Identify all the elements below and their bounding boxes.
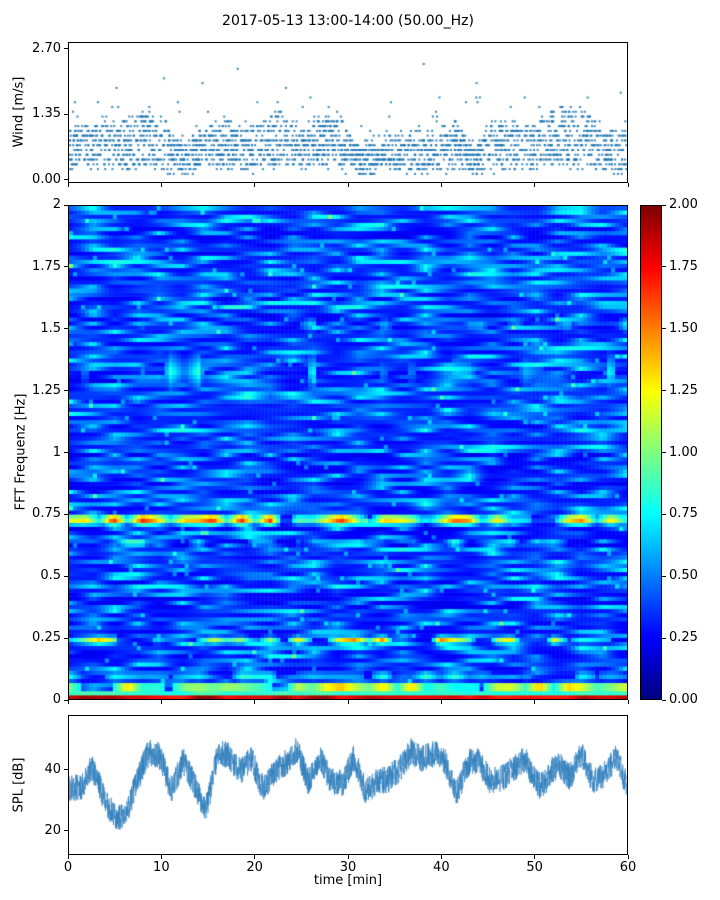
spl-y-tick-label: 20 bbox=[44, 822, 61, 838]
wind-y-tick-label: 2.70 bbox=[32, 40, 61, 56]
spl-y-axis-label: SPL [dB] bbox=[11, 757, 27, 813]
colorbar-tick-label: 1.75 bbox=[669, 258, 698, 274]
tick-mark bbox=[662, 637, 666, 639]
spectrogram-y-tick-label: 0.75 bbox=[32, 506, 61, 522]
tick-mark bbox=[160, 183, 162, 187]
colorbar bbox=[640, 205, 662, 700]
tick-mark bbox=[347, 855, 349, 859]
spectrogram-y-tick-label: 1 bbox=[52, 444, 61, 460]
tick-mark bbox=[440, 700, 442, 704]
tick-mark bbox=[347, 183, 349, 187]
spectrogram-y-tick-label: 1.5 bbox=[40, 320, 61, 336]
wind-y-axis-label: Wind [m/s] bbox=[11, 76, 27, 148]
colorbar-tick-label: 1.00 bbox=[669, 444, 698, 460]
spectrogram-y-axis-label: FFT Frequenz [Hz] bbox=[13, 393, 29, 511]
tick-mark bbox=[254, 183, 256, 187]
tick-mark bbox=[662, 513, 666, 515]
spectrogram-y-tick-label: 0.5 bbox=[40, 568, 61, 584]
chart-title: 2017-05-13 13:00-14:00 (50.00_Hz) bbox=[222, 13, 474, 29]
spectrogram-y-tick-label: 0 bbox=[52, 692, 61, 707]
spectrogram-y-tick-label: 2 bbox=[52, 197, 61, 212]
colorbar-tick-label: 2.00 bbox=[669, 197, 698, 212]
tick-mark bbox=[534, 855, 536, 859]
tick-mark bbox=[440, 855, 442, 859]
tick-mark bbox=[67, 855, 69, 859]
tick-mark bbox=[534, 700, 536, 704]
spectrogram-heatmap bbox=[68, 205, 628, 700]
colorbar-canvas bbox=[641, 206, 661, 699]
tick-mark bbox=[662, 328, 666, 330]
tick-mark bbox=[67, 700, 69, 704]
spl-y-tick-label: 40 bbox=[44, 761, 61, 777]
tick-mark bbox=[662, 575, 666, 577]
tick-mark bbox=[67, 183, 69, 187]
colorbar-tick-label: 1.50 bbox=[669, 320, 698, 336]
spl-line-plot bbox=[68, 715, 628, 855]
tick-mark bbox=[254, 855, 256, 859]
x-axis-label: time [min] bbox=[313, 873, 383, 888]
tick-mark bbox=[534, 183, 536, 187]
tick-mark bbox=[662, 390, 666, 392]
spectrogram-y-tick-label: 1.75 bbox=[32, 258, 61, 274]
wind-y-tick-label: 0.00 bbox=[32, 171, 61, 187]
tick-mark bbox=[627, 700, 629, 704]
tick-mark bbox=[347, 700, 349, 704]
tick-mark bbox=[662, 699, 666, 701]
colorbar-tick-label: 0.25 bbox=[669, 630, 698, 646]
tick-mark bbox=[160, 855, 162, 859]
spl-line-canvas bbox=[69, 716, 627, 854]
tick-mark bbox=[662, 266, 666, 268]
tick-mark bbox=[662, 452, 666, 453]
colorbar-tick-label: 1.25 bbox=[669, 382, 698, 398]
tick-mark bbox=[160, 700, 162, 704]
tick-mark bbox=[627, 855, 629, 859]
colorbar-tick-label: 0.00 bbox=[669, 692, 698, 707]
wind-scatter-canvas bbox=[69, 43, 627, 182]
tick-mark bbox=[254, 700, 256, 704]
tick-mark bbox=[627, 183, 629, 187]
spectrogram-y-tick-label: 1.25 bbox=[32, 382, 61, 398]
wind-y-tick-label: 1.35 bbox=[32, 106, 61, 122]
tick-mark bbox=[440, 183, 442, 187]
wind-scatter-plot bbox=[68, 42, 628, 183]
colorbar-tick-label: 0.75 bbox=[669, 506, 698, 522]
tick-mark bbox=[662, 204, 666, 206]
colorbar-tick-label: 0.50 bbox=[669, 568, 698, 584]
spectrogram-y-tick-label: 0.25 bbox=[32, 630, 61, 646]
spectrogram-canvas bbox=[69, 206, 627, 699]
